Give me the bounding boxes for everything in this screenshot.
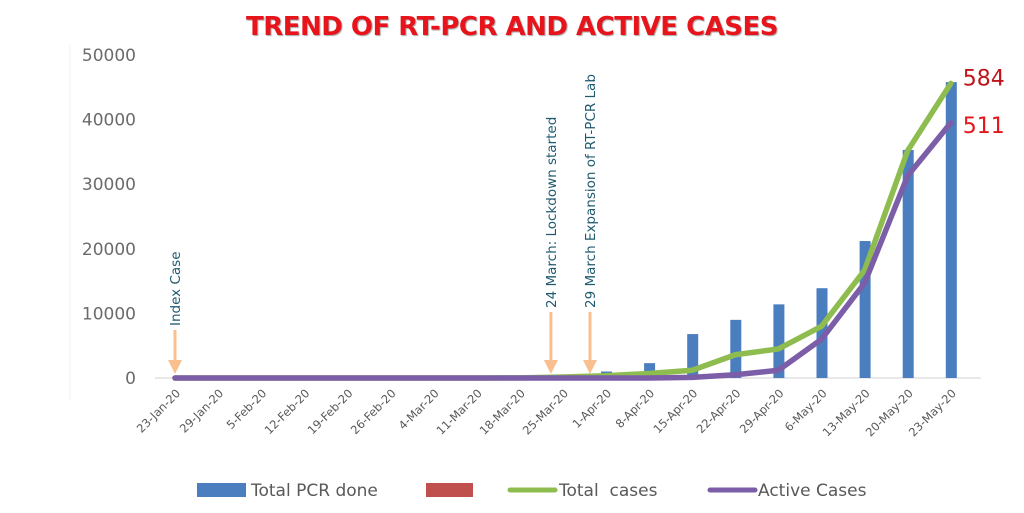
end-labels: 584 511 [963,66,1005,138]
x-tick-label: 12-Feb-20 [262,386,313,437]
bar-total-pcr [902,149,914,378]
bar-total-pcr [687,334,699,378]
bar-total-pcr [773,304,785,378]
x-tick-labels: 23-Jan-2029-Jan-205-Feb-2012-Feb-2019-Fe… [134,386,959,439]
end-label: 511 [963,114,1005,139]
bar-total-pcr [859,241,871,378]
legend: Total PCR done Total cases Active Cases [197,481,867,501]
x-tick-label: 22-Apr-20 [694,386,744,436]
x-tick-label: 18-Mar-20 [477,386,528,437]
x-tick-label: 15-Apr-20 [650,386,700,436]
end-label: 584 [963,66,1005,91]
x-tick-label: 29-Apr-20 [737,386,787,436]
bar-total-pcr [644,363,656,378]
line-total-cases [172,80,954,381]
x-tick-label: 29-Jan-20 [177,386,226,435]
x-tick-label: 25-Mar-20 [520,386,571,437]
annotation-label: Index Case [168,252,184,327]
legend-swatch-total-pcr [197,483,246,497]
x-tick-label: 19-Feb-20 [305,386,356,437]
annotation-label: 29 March Expansion of RT-PCR Lab [583,74,599,308]
line-active-cases [172,120,954,381]
bars [514,82,957,378]
bar-total-pcr [730,319,742,378]
annotations: Index Case 24 March: Lockdown started 29 M… [168,74,599,374]
annotation-label: 24 March: Lockdown started [544,117,560,308]
legend-label-active-cases: Active Cases [758,481,867,501]
y-tick-labels: 0 10000 20000 30000 40000 50000 [82,46,136,389]
legend-swatch-red [426,483,473,497]
y-tick-label: 30000 [82,175,136,195]
bar-total-pcr [945,82,957,378]
y-tick-label: 10000 [82,304,136,324]
lines [172,80,954,381]
x-tick-label: 23-Jan-20 [134,386,183,435]
bar-total-pcr [816,288,828,378]
legend-label-total-pcr: Total PCR done [250,481,378,501]
legend-label-total-cases: Total cases [558,481,658,501]
x-tick-label: 8-Apr-20 [613,386,658,431]
y-tick-label: 40000 [82,111,136,131]
chart-title: TREND OF RT-PCR AND ACTIVE CASES [245,12,779,42]
annotation-arrowhead [583,360,597,374]
y-tick-label: 20000 [82,240,136,260]
y-tick-label: 50000 [82,46,136,66]
x-tick-label: 1-Apr-20 [569,386,614,431]
x-tick-label: 11-Mar-20 [434,386,485,437]
annotation-arrowhead [543,360,558,374]
y-tick-label: 0 [125,369,136,389]
x-tick-label: 26-Feb-20 [348,386,399,437]
annotation-arrowhead [168,360,182,374]
